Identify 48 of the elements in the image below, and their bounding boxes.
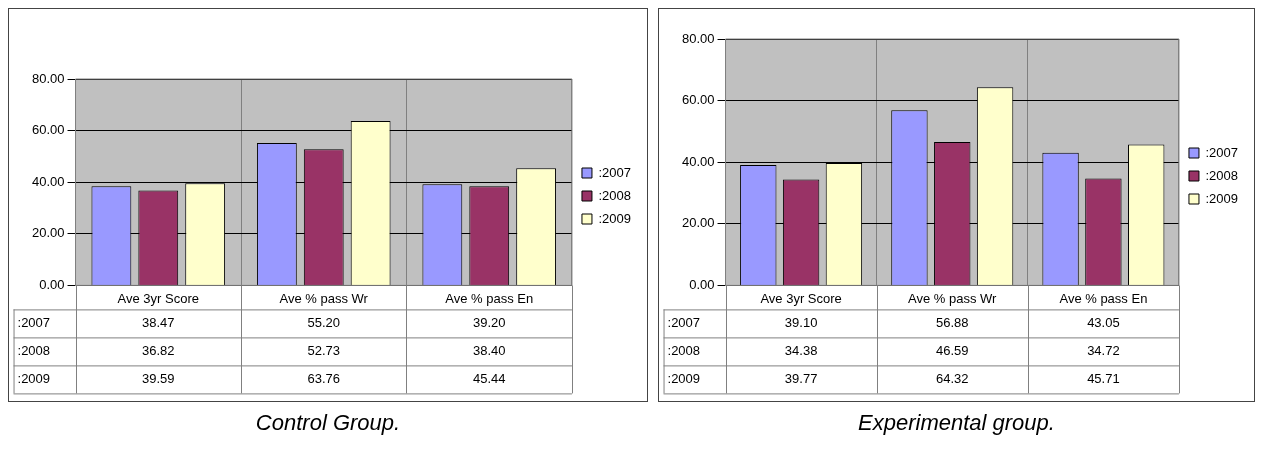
data-label: 55.20 <box>307 314 341 330</box>
legend-label: :2009 <box>598 210 632 226</box>
data-label: 63.76 <box>307 370 341 386</box>
y-tick-label: 40.00 <box>31 173 65 189</box>
x-tick-label: Ave % pass Wr <box>908 290 998 306</box>
legend-label: :2008 <box>598 187 632 203</box>
data-label: 52.73 <box>307 342 341 358</box>
legend-label: :2007 <box>598 164 632 180</box>
x-tick-label: Ave % pass En <box>445 290 534 306</box>
data-label: 39.20 <box>472 314 506 330</box>
text: :2008 <box>667 342 701 358</box>
data-label: 34.38 <box>784 342 818 358</box>
legend-label: :2009 <box>1205 190 1239 206</box>
data-label: 46.59 <box>935 342 969 358</box>
data-label: 39.77 <box>784 370 818 386</box>
data-label: 45.44 <box>472 370 506 386</box>
y-tick-label: 20.00 <box>681 215 715 231</box>
data-label: 38.47 <box>142 314 175 330</box>
data-label: 39.10 <box>784 314 818 330</box>
y-tick-label: 20.00 <box>31 225 65 241</box>
text: :2009 <box>667 370 701 386</box>
data-label: 56.88 <box>935 314 969 330</box>
y-tick-label: 80.00 <box>681 30 715 46</box>
y-tick-label: 0.00 <box>39 276 65 292</box>
data-label: 36.82 <box>142 342 175 358</box>
text: :2007 <box>667 314 701 330</box>
y-tick-label: 60.00 <box>31 122 65 138</box>
data-label: 38.40 <box>472 342 506 358</box>
data-label: 39.59 <box>142 370 175 386</box>
data-label: 43.05 <box>1087 314 1120 330</box>
x-tick-label: Ave % pass En <box>1059 290 1148 306</box>
data-label: 34.72 <box>1087 342 1120 358</box>
y-tick-label: 0.00 <box>689 276 715 292</box>
text: Experimental group. <box>857 410 1056 436</box>
x-tick-label: Ave % pass Wr <box>279 290 369 306</box>
x-tick-label: Ave 3yr Score <box>117 290 199 306</box>
y-tick-label: 80.00 <box>31 70 65 86</box>
data-label: 45.71 <box>1087 370 1120 386</box>
y-tick-label: 40.00 <box>681 153 715 169</box>
text: Control Group. <box>254 410 402 436</box>
text: :2007 <box>17 314 51 330</box>
text: :2008 <box>17 342 51 358</box>
data-label: 64.32 <box>935 370 969 386</box>
text: :2009 <box>17 370 51 386</box>
legend-label: :2007 <box>1205 144 1239 160</box>
x-tick-label: Ave 3yr Score <box>760 290 842 306</box>
legend-label: :2008 <box>1205 167 1239 183</box>
y-tick-label: 60.00 <box>681 92 715 108</box>
